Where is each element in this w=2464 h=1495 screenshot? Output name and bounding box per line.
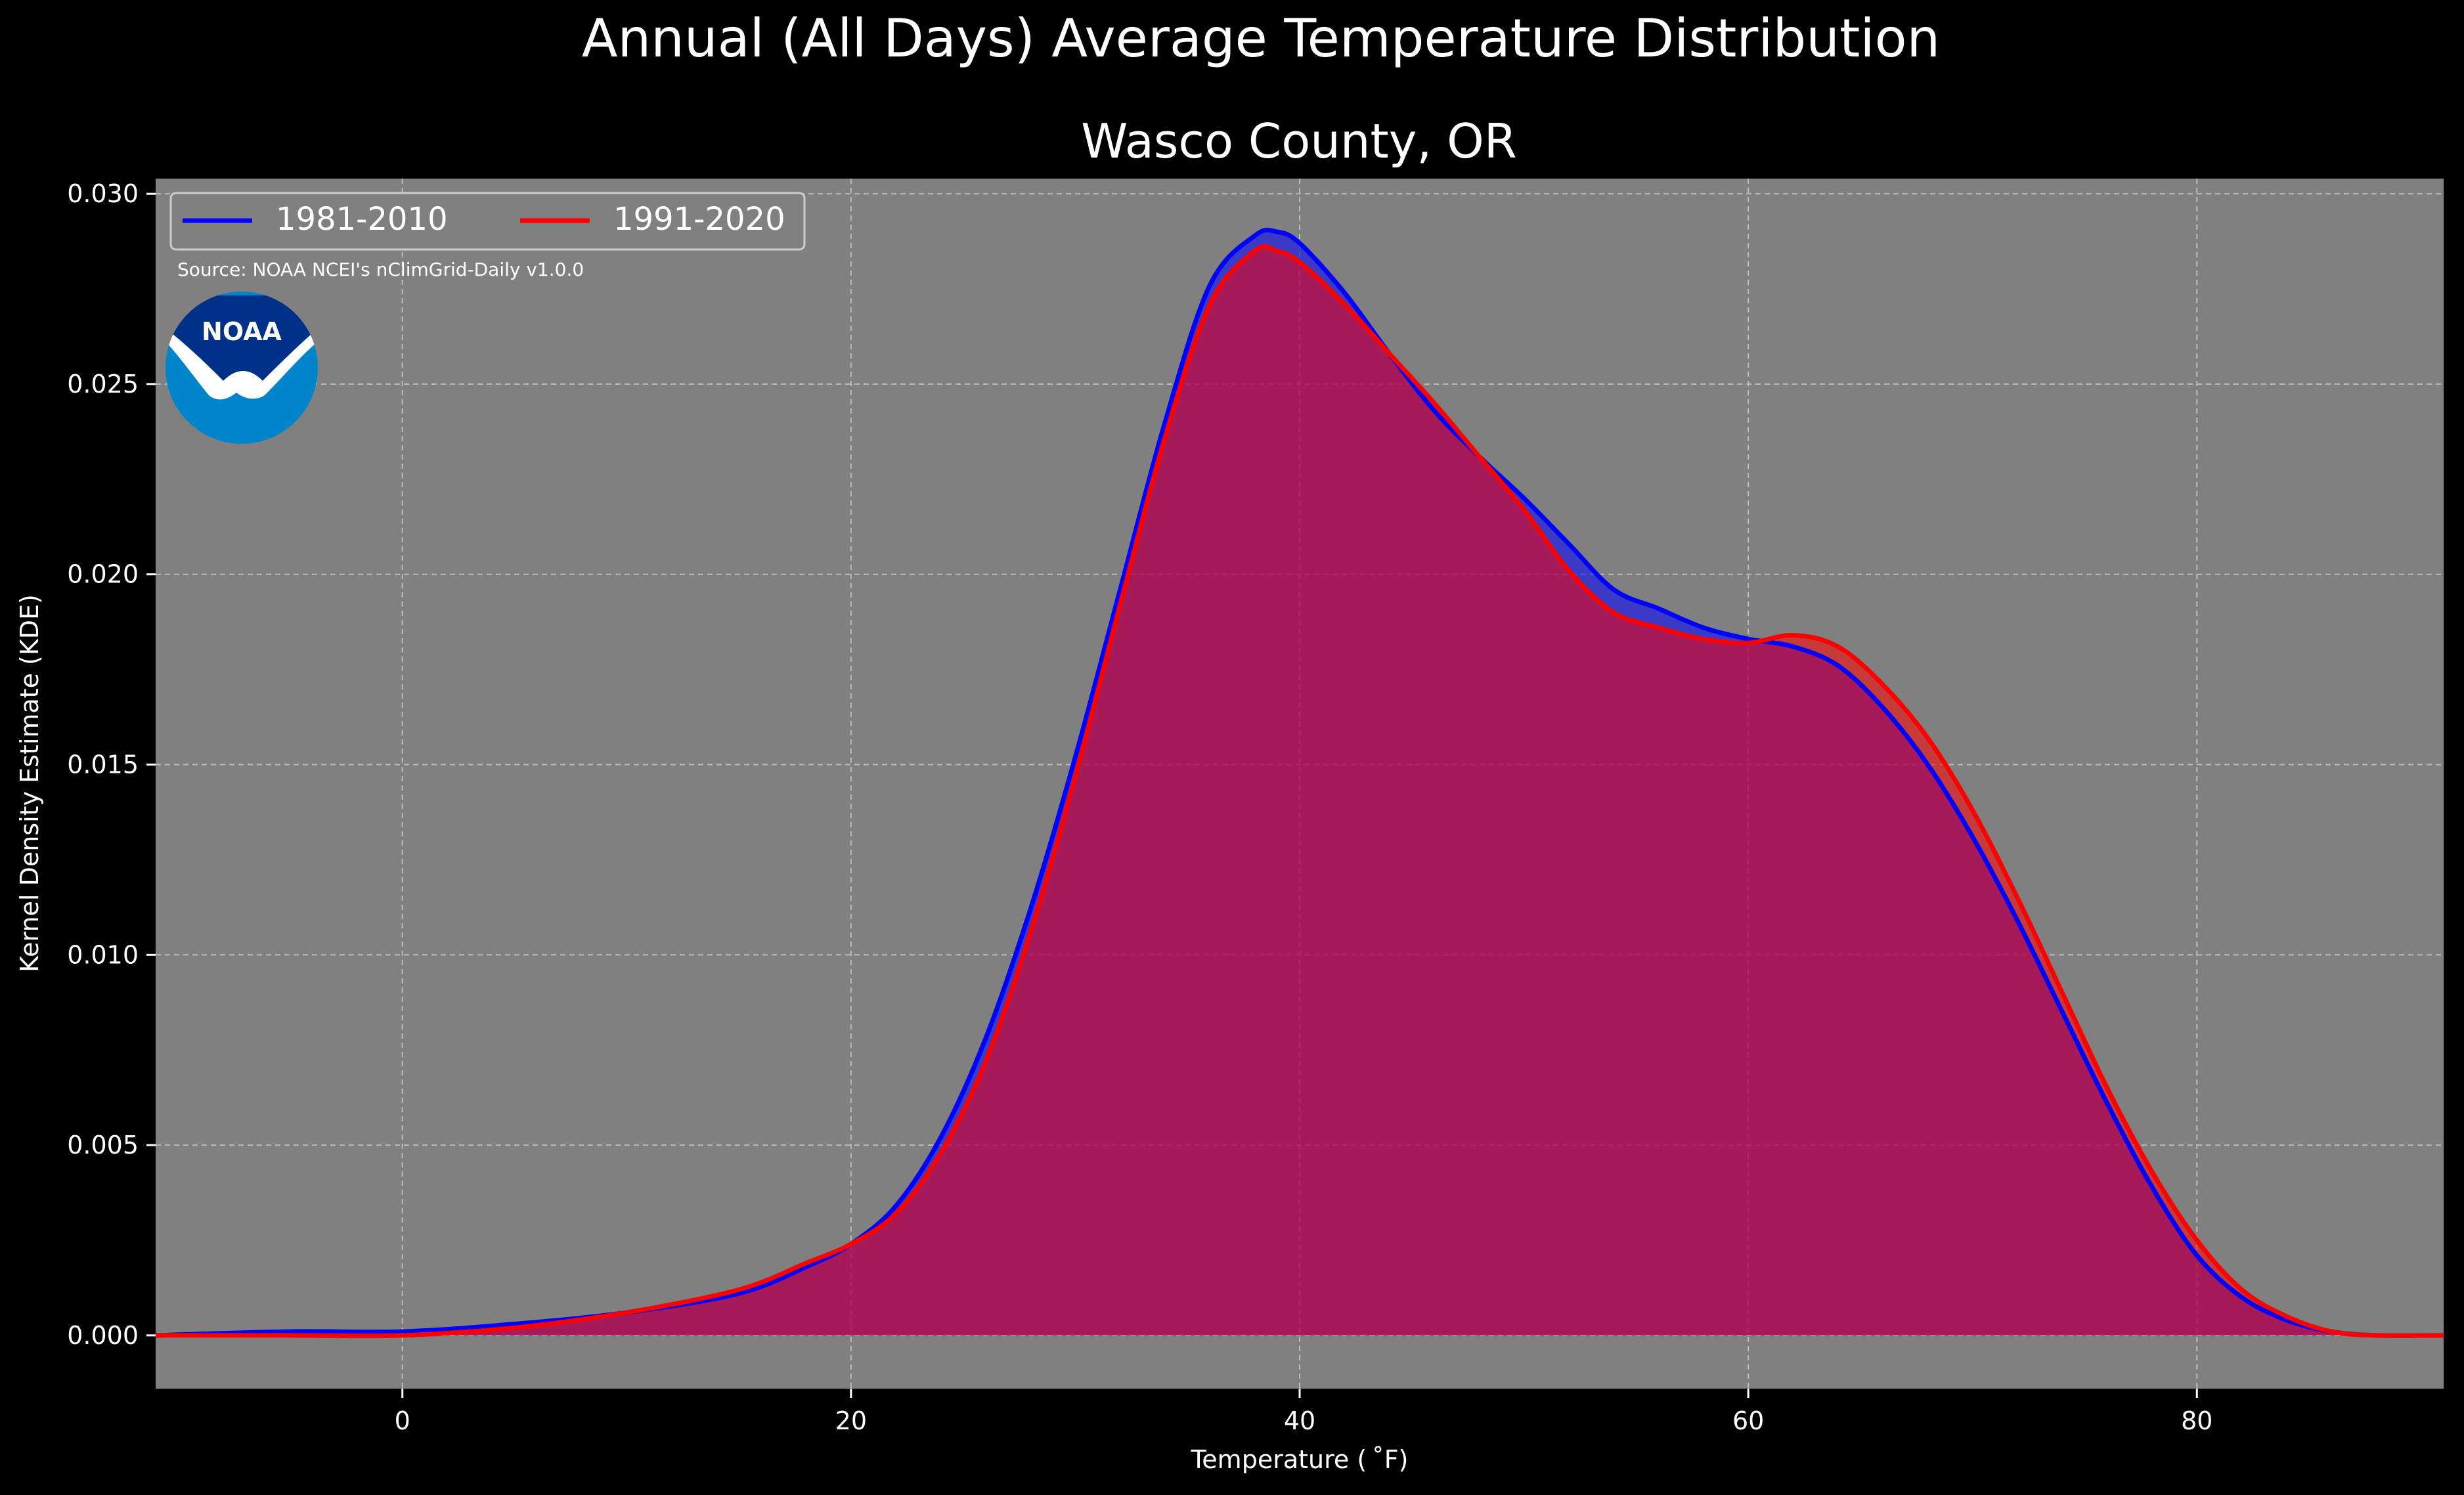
y-axis-label: Kernel Density Estimate (KDE) <box>15 594 44 972</box>
source-note: Source: NOAA NCEI's nClimGrid-Daily v1.0… <box>177 259 584 280</box>
legend-box <box>169 192 806 251</box>
axis-ticks: 0 20 40 60 80 0.000 0.005 0.010 0.015 0.020 0.025 0… <box>67 179 2212 1435</box>
y-tick-label: 0.000 <box>67 1321 139 1350</box>
noaa-logo-text: NOAA <box>202 317 282 346</box>
chart-subtitle: Wasco County, OR <box>1081 114 1517 169</box>
x-tick-label: 60 <box>1732 1406 1764 1435</box>
density-lines <box>155 227 2444 1339</box>
y-tick-label: 0.030 <box>67 179 139 208</box>
legend-label-1991-2020: 1991-2020 <box>613 201 785 238</box>
chart-title: Annual (All Days) Average Temperature Di… <box>582 8 1940 69</box>
y-tick-label: 0.020 <box>67 560 139 589</box>
legend-label-1981-2010: 1981-2010 <box>276 201 448 238</box>
y-tick-label: 0.005 <box>67 1131 139 1159</box>
x-tick-label: 20 <box>835 1406 867 1435</box>
y-tick-label: 0.010 <box>67 940 139 969</box>
density-areas <box>156 230 2444 1336</box>
line-1991-2020 <box>156 244 2444 1339</box>
x-tick-label: 80 <box>2181 1406 2212 1435</box>
legend: 1981-2010 1991-2020 <box>169 192 806 251</box>
y-tick-label: 0.025 <box>67 370 139 399</box>
x-tick-label: 40 <box>1284 1406 1315 1435</box>
y-tick-label: 0.015 <box>67 750 139 779</box>
x-axis-label: Temperature ( ˚F) <box>1191 1445 1409 1474</box>
x-tick-label: 0 <box>395 1406 410 1435</box>
area-1991-2020 <box>156 246 2444 1336</box>
noaa-logo: NOAA <box>165 292 318 444</box>
